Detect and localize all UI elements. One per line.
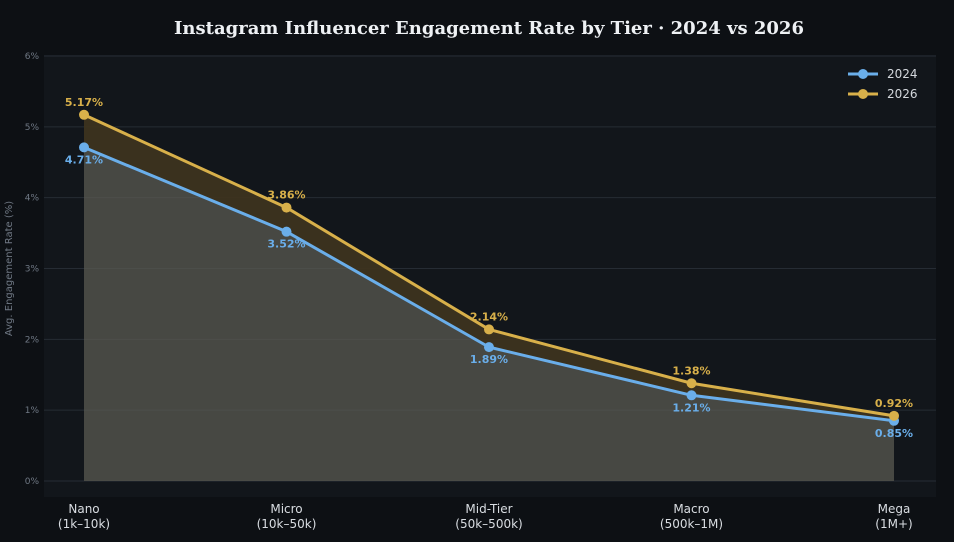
data-label-2026: 3.86% <box>267 189 305 202</box>
y-axis-ticks: 0% 1% 2% 3% 4% 5% 6% <box>25 52 40 487</box>
point-2024 <box>281 226 292 237</box>
x-tick-label: Nano (1k–10k) <box>58 502 110 531</box>
data-points <box>79 109 899 426</box>
x-tick-label: Mega (1M+) <box>875 502 912 531</box>
legend-label-2026: 2026 <box>887 87 918 101</box>
data-label-2024: 1.21% <box>672 401 710 414</box>
data-label-2026: 0.92% <box>875 397 913 410</box>
y-tick-label: 4% <box>25 194 40 204</box>
point-2026 <box>889 410 899 421</box>
point-2026 <box>686 378 697 389</box>
point-2026 <box>79 109 89 120</box>
x-tick-label: Mid-Tier (50k–500k) <box>455 502 522 531</box>
data-label-2026: 1.38% <box>672 364 710 377</box>
y-tick-label: 3% <box>25 265 40 275</box>
legend-marker-2024 <box>858 69 868 79</box>
y-tick-label: 6% <box>25 52 40 62</box>
point-2024 <box>79 142 89 153</box>
x-tick-label: Macro (500k–1M) <box>660 502 723 531</box>
x-tick-label: Micro (10k–50k) <box>257 502 317 531</box>
point-2026 <box>484 324 494 335</box>
y-tick-label: 5% <box>25 123 40 133</box>
y-tick-label: 0% <box>25 477 40 487</box>
data-label-2024: 3.52% <box>267 238 305 251</box>
data-label-2024: 1.89% <box>470 353 508 366</box>
data-label-2026: 2.14% <box>470 310 508 323</box>
legend-label-2024: 2024 <box>887 67 918 81</box>
y-tick-label: 1% <box>25 406 40 416</box>
point-2024 <box>484 342 494 353</box>
legend-marker-2026 <box>858 89 868 99</box>
data-label-2024: 0.85% <box>875 427 913 440</box>
data-label-2026: 5.17% <box>65 96 103 109</box>
y-tick-label: 2% <box>25 335 40 345</box>
data-labels: 4.71% 3.52% 1.89% 1.21% 0.85% 5.17% 3.86% 2.14%… <box>65 96 913 440</box>
data-label-2024: 4.71% <box>65 153 103 166</box>
chart-title: Instagram Influencer Engagement Rate by … <box>174 18 804 39</box>
point-2026 <box>281 202 292 213</box>
legend: 2024 2026 <box>848 67 918 101</box>
y-axis-label: Avg. Engagement Rate (%) <box>4 201 15 336</box>
x-axis-ticks: Nano (1k–10k) Micro (10k–50k) Mid-Tier (50k–5… <box>58 502 913 531</box>
point-2024 <box>686 390 697 401</box>
